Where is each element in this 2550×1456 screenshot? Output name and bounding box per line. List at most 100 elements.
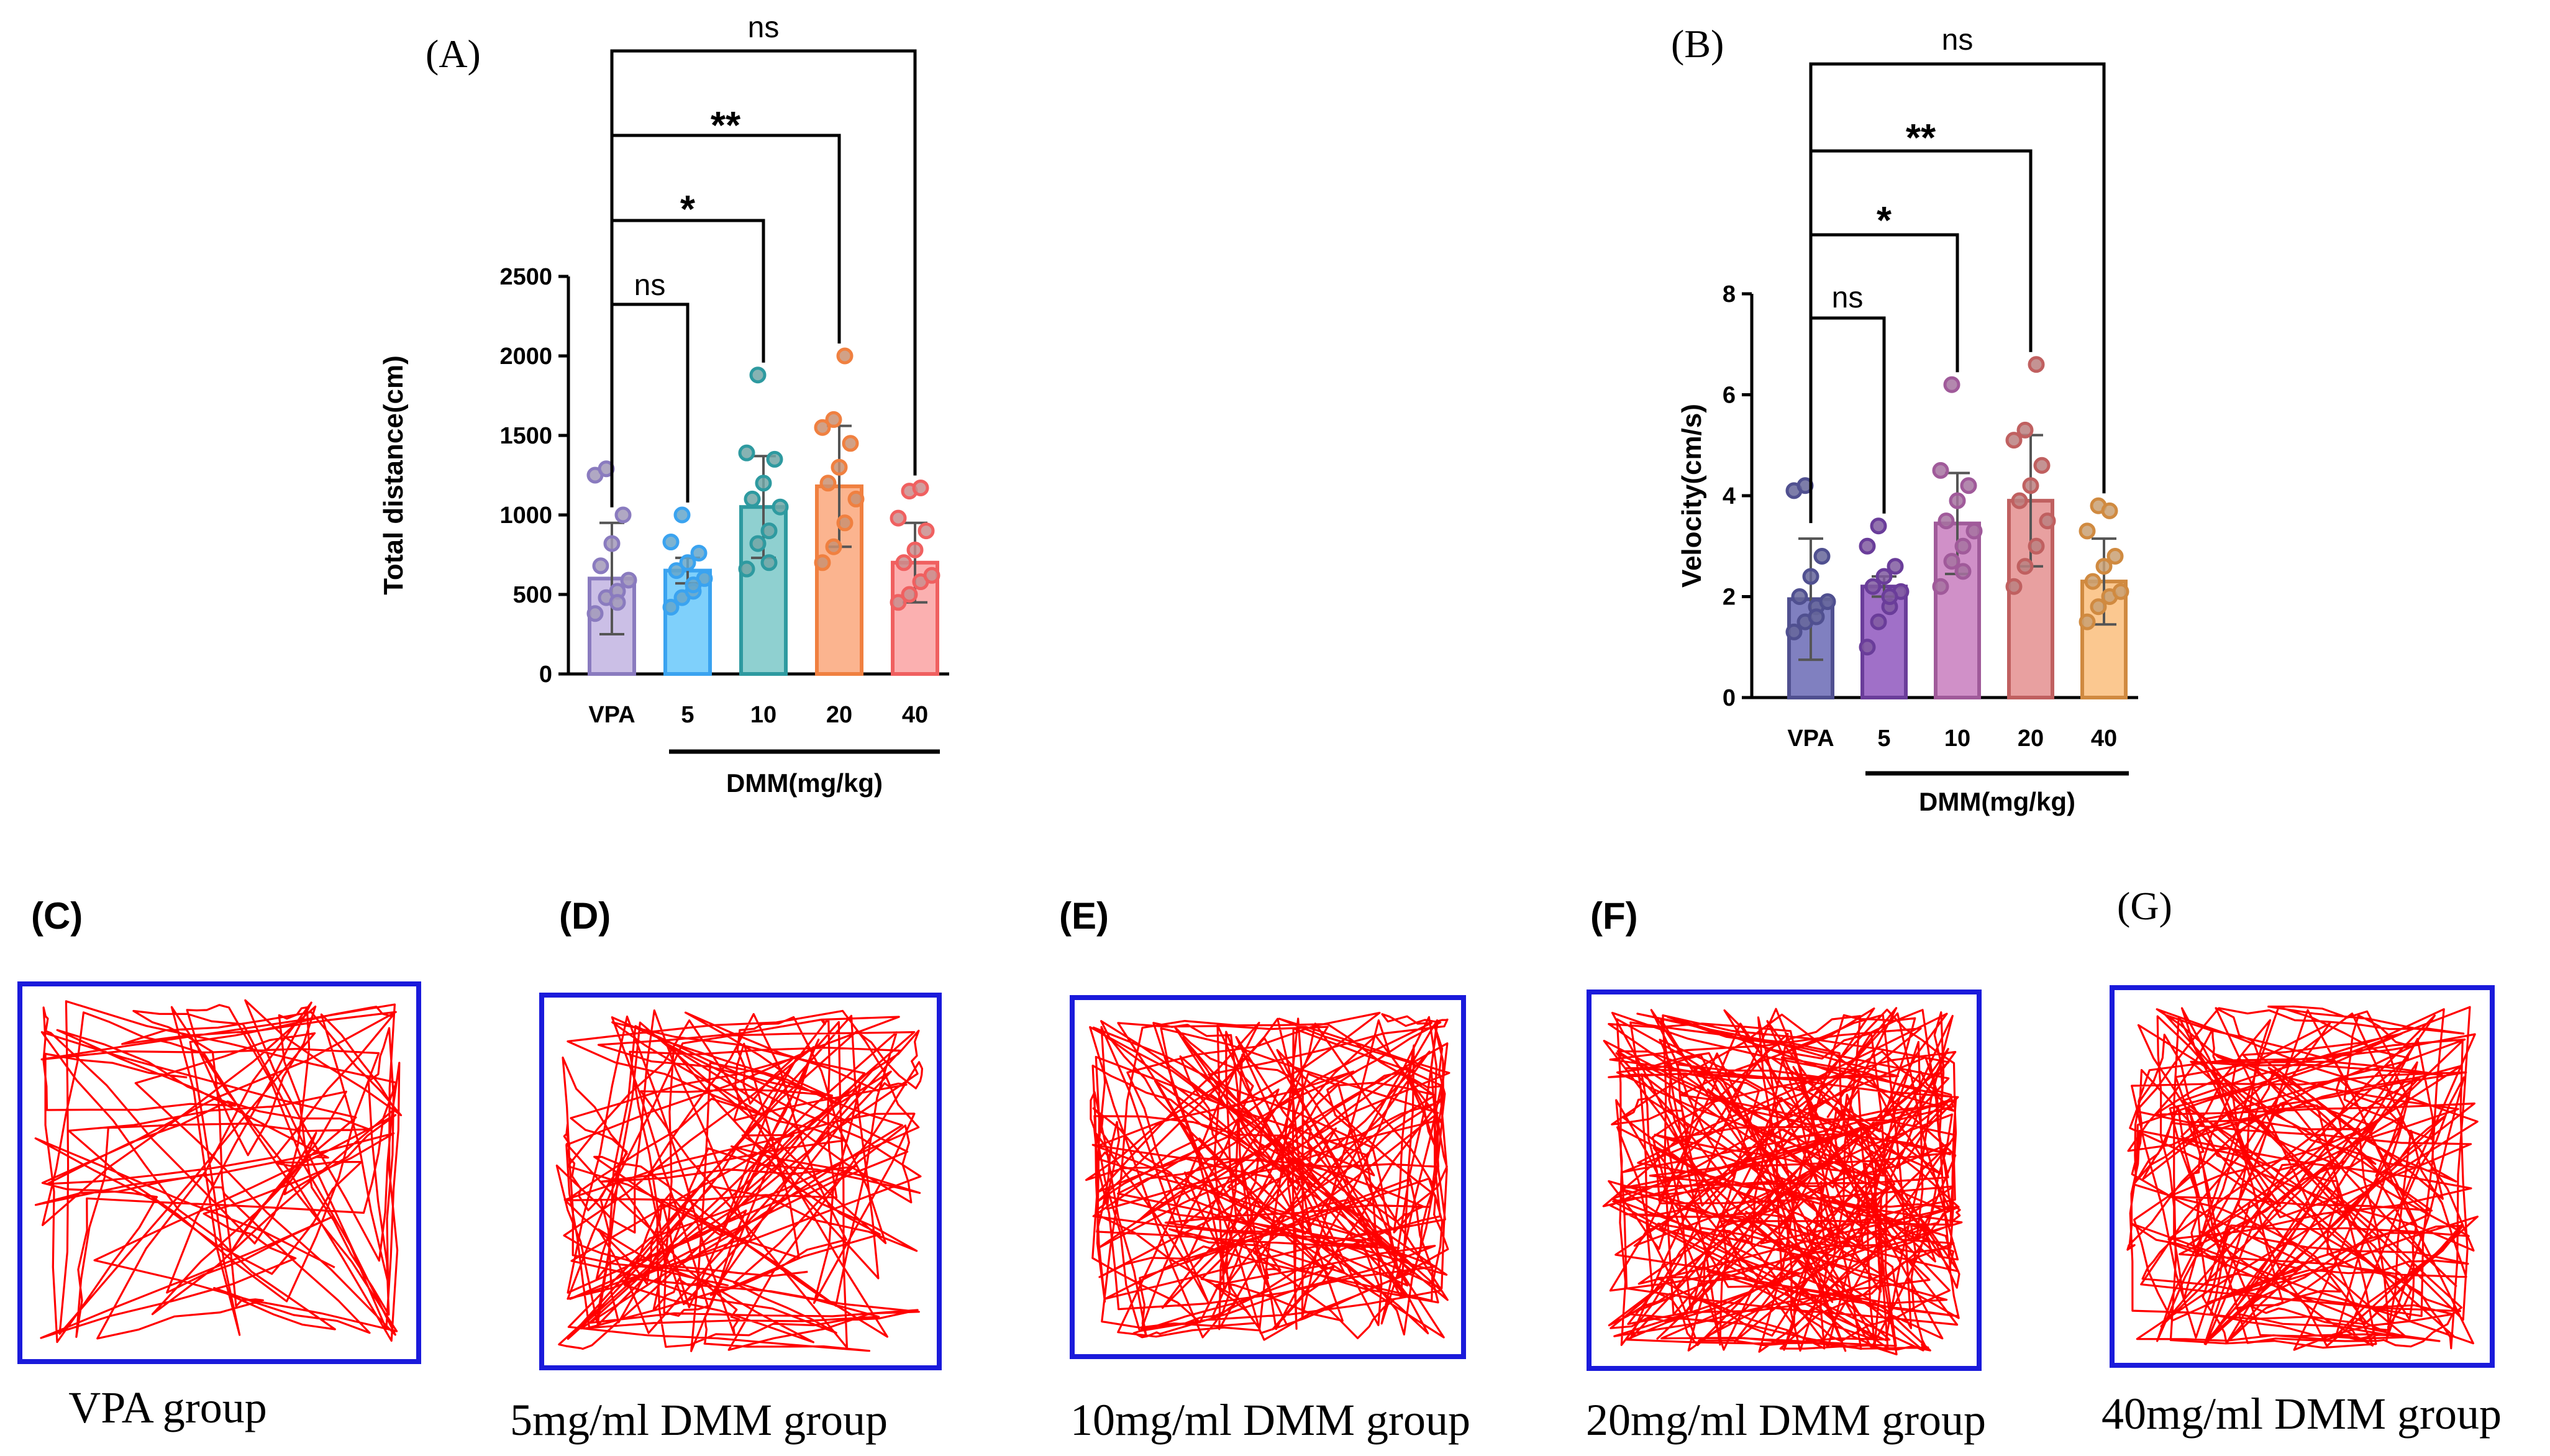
data-point [895,554,913,571]
y-axis-title: Velocity(cm/s) [1677,404,1707,588]
data-point [1870,613,1887,630]
significance-bracket [1809,316,1886,514]
data-point [2106,548,2124,565]
trajectory-path [1085,1011,1450,1341]
y-tick-label: 1000 [499,503,552,529]
data-point [766,450,783,468]
data-point [819,475,837,492]
significance-bracket [610,134,841,344]
y-tick-label: 8 [1723,281,1736,307]
data-point [1932,462,1949,479]
track-panel-1: (D) 5mg/ml DMM group [510,895,942,1445]
significance-label: ns [1942,24,1974,57]
data-point [1819,593,1836,611]
data-point [1954,563,1972,580]
significance-label: * [1877,199,1892,242]
data-point [1943,376,1960,393]
data-point [814,419,831,436]
tracking-panels: (C) VPA group (D) 5mg/ml DMM group (E) 10mg/m… [17,884,2502,1445]
panel-label: (A) [426,32,481,76]
significance-bracket [610,303,690,503]
data-point [1881,588,1898,605]
data-point [744,490,761,507]
panel-label: (B) [1671,22,1724,66]
significance-bracket [1809,149,2033,352]
data-point [2090,598,2107,616]
track-panel-label: (D) [559,895,611,937]
data-point [614,506,632,524]
data-point [2033,457,2051,474]
data-point [662,534,680,551]
y-tick-label: 0 [1723,685,1736,711]
data-point [1949,492,1966,509]
data-point [1932,578,1949,595]
data-point [685,576,702,594]
track-panel-label: (G) [2117,884,2172,928]
data-point [1887,558,1904,575]
track-panel-3: (F) 20mg/ml DMM group [1586,895,1986,1445]
data-point [1938,512,1955,530]
data-point [836,514,854,532]
data-point [760,522,778,540]
data-point [1943,553,1960,570]
data-point [1870,517,1887,535]
x-tick-label: 10 [1944,726,1970,752]
x-tick-label: VPA [1787,726,1834,752]
data-point [842,435,859,452]
data-point [668,562,685,580]
data-point [1875,568,1893,585]
data-point [2028,356,2045,373]
trajectory-path [1602,1007,1963,1355]
significance-label: ** [711,104,741,147]
data-point [2079,522,2096,540]
data-point [890,594,907,611]
significance-label: ** [1906,117,1936,160]
data-point [1965,522,1983,540]
track-panel-label: (E) [1059,895,1109,937]
data-point [772,498,789,516]
data-point [1813,548,1831,565]
y-tick-label: 6 [1723,383,1736,409]
bar [2080,580,2128,699]
data-point [2005,578,2023,595]
significance-label: * [680,188,696,231]
significance-label: ns [748,11,780,44]
data-point [586,605,604,622]
y-tick-label: 2 [1723,585,1736,611]
data-point [609,594,626,611]
y-tick-label: 0 [539,662,552,688]
track-panel-label: (F) [1590,895,1638,937]
data-point [592,557,609,575]
chart-a: (A) 0 500 1000 1500 2000 2500 Total distance(cm… [378,11,949,798]
track-caption: 20mg/ml DMM group [1586,1395,1986,1445]
track-caption: 40mg/ml DMM group [2101,1389,2502,1439]
track-caption: VPA group [68,1383,266,1432]
trajectory-path [555,1009,923,1352]
data-point [918,522,935,540]
data-point [1785,623,1803,640]
track-caption: 10mg/ml DMM group [1070,1395,1470,1445]
x-tick-label: 10 [750,702,776,728]
significance-label: ns [634,269,666,302]
data-point [901,586,918,603]
data-point [2084,573,2101,590]
data-point [2039,512,2056,530]
x-tick-label: 5 [681,702,694,728]
data-point [1802,568,1819,585]
data-point [1859,639,1876,656]
data-point [1960,477,1977,494]
chart-b: (B) 0 2 4 6 8 Velocity(cm/s) VPA 5 10 20 40 DMM(mg/k… [1671,22,2138,816]
data-point [755,475,772,492]
data-point [690,544,708,562]
data-point [890,509,907,527]
y-tick-label: 2000 [499,344,552,370]
y-tick-label: 4 [1723,483,1736,509]
data-point [825,411,842,428]
data-point [923,566,940,584]
y-tick-label: 1500 [499,423,552,449]
track-caption: 5mg/ml DMM group [510,1395,888,1445]
x-tick-label: 40 [2091,726,2117,752]
data-point [912,479,929,496]
data-point [2016,558,2034,575]
